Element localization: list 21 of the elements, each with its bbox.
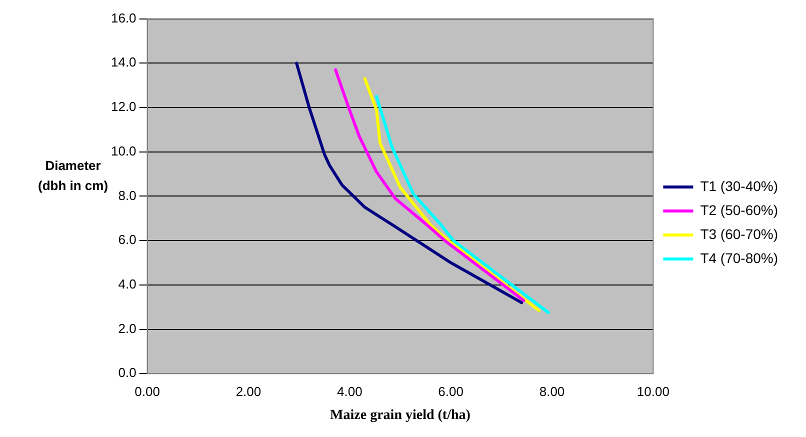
x-tick-label: 6.00 bbox=[438, 384, 464, 399]
y-tick-label: 14.0 bbox=[110, 54, 136, 70]
y-tick-label: 6.0 bbox=[118, 232, 136, 248]
y-tick-label: 0.0 bbox=[118, 365, 136, 380]
legend-label: T2 (50-60%) bbox=[700, 202, 778, 218]
x-tick-label: 0.00 bbox=[134, 384, 160, 399]
y-tick-label: 16.0 bbox=[110, 10, 136, 26]
x-tick-label: 2.00 bbox=[236, 384, 262, 399]
legend-label: T3 (60-70%) bbox=[700, 226, 778, 242]
x-tick-label: 8.00 bbox=[539, 384, 565, 399]
x-axis-title: Maize grain yield (t/ha) bbox=[330, 408, 471, 424]
y-tick-label: 10.0 bbox=[110, 143, 136, 158]
legend-label: T4 (70-80%) bbox=[700, 250, 778, 266]
x-tick-label: 4.00 bbox=[337, 384, 362, 399]
y-tick-label: 12.0 bbox=[110, 99, 136, 114]
y-tick-label: 8.0 bbox=[118, 188, 136, 203]
y-tick-label: 4.0 bbox=[118, 276, 136, 292]
y-tick-label: 2.0 bbox=[118, 320, 136, 336]
legend-label: T1 (30-40%) bbox=[700, 178, 778, 194]
x-tick-label: 10.00 bbox=[636, 384, 670, 399]
y-axis-title: Diameter (dbh in cm) bbox=[38, 158, 108, 193]
